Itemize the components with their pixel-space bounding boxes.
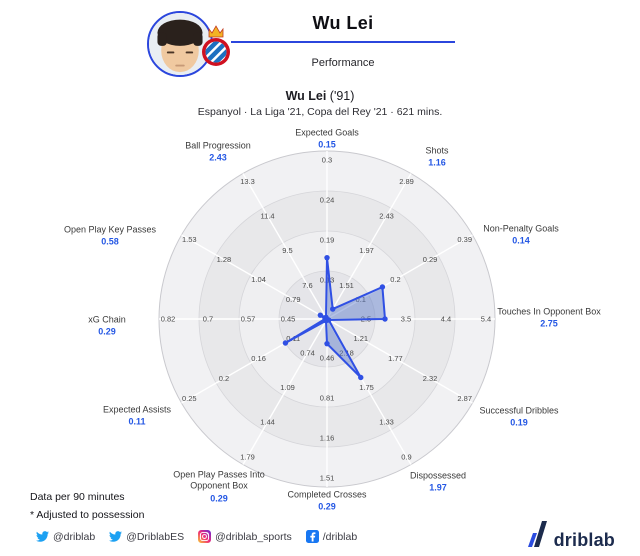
social-facebook-3: /driblab xyxy=(305,530,358,543)
radar-tick-label: 0.7 xyxy=(203,315,213,324)
section-label: Performance xyxy=(311,57,375,69)
twitter-icon xyxy=(109,531,123,542)
radar-tick-label: 1.16 xyxy=(320,434,335,443)
radar-vertex-dots xyxy=(282,254,388,381)
chart-title-name: Wu Lei xyxy=(285,89,327,103)
driblab-logo: driblab xyxy=(526,519,615,549)
radar-spoke xyxy=(326,234,473,320)
social-handle: @DriblabES xyxy=(126,530,185,543)
social-handle: @driblab xyxy=(53,530,96,543)
radar-tick-label: 7.6 xyxy=(302,281,312,290)
radar-tick-label: 0.16 xyxy=(251,354,266,363)
radar-tick-label: 0.74 xyxy=(300,348,315,357)
radar-tick-label: 1.97 xyxy=(359,246,374,255)
radar-spoke xyxy=(242,173,328,320)
radar-tick-label: 0.81 xyxy=(320,394,335,403)
radar-tick-label: 0.1 xyxy=(356,295,366,304)
radar-tick-label: 1.53 xyxy=(182,235,197,244)
radar-vertex-dot xyxy=(379,284,386,290)
radar-tick-label: 1.21 xyxy=(353,334,368,343)
radar-tick-label: 0.3 xyxy=(322,156,332,165)
chart-title-year: ('91) xyxy=(329,89,355,103)
radar-tick-label: 11.4 xyxy=(260,212,274,221)
facebook-icon xyxy=(305,530,319,543)
radar-vertex-dot xyxy=(317,312,324,318)
twitter-icon xyxy=(36,531,49,542)
radar-tick-label: 0.2 xyxy=(219,374,229,383)
radar-tick-label: 0.46 xyxy=(320,354,335,363)
radar-vertex-dot xyxy=(323,314,329,320)
radar-tick-label: 1.33 xyxy=(379,418,394,427)
radar-vertex-dot xyxy=(324,254,330,261)
radar-tick-label: 0.39 xyxy=(457,235,472,244)
player-photo xyxy=(147,11,213,77)
social-handle: /driblab xyxy=(322,530,358,543)
radar-vertex-dot xyxy=(330,306,336,312)
radar-tick-label: 1.51 xyxy=(320,474,335,483)
footnote-adjusted: * Adjusted to possession xyxy=(30,509,145,521)
radar-tick-label: 2.89 xyxy=(399,177,414,186)
radar-tick-labels: 0.130.190.240.31.511.972.432.890.10.20.2… xyxy=(161,156,492,483)
radar-tick-label: 0.2 xyxy=(390,275,400,284)
radar-tick-label: 5.4 xyxy=(481,315,491,324)
radar-spoke xyxy=(326,318,473,404)
footnotes: Data per 90 minutes * Adjusted to posses… xyxy=(30,491,144,521)
radar-tick-label: 0.24 xyxy=(320,196,335,205)
radar-tick-label: 13.3 xyxy=(240,177,255,186)
radar-tick-label: 4.4 xyxy=(441,315,451,324)
social-twitter-0: @driblab xyxy=(36,530,95,543)
radar-tick-label: 1.79 xyxy=(240,452,255,461)
espanyol-crest-icon xyxy=(202,25,230,66)
radar-tick-label: 1.09 xyxy=(280,383,295,392)
radar-vertex-dot xyxy=(324,340,330,347)
radar-tick-label: 0.29 xyxy=(423,255,438,264)
chart-title: Wu Lei ('91) xyxy=(0,89,640,103)
chart-subtitle: Espanyol · La Liga '21, Copa del Rey '21… xyxy=(197,106,443,118)
radar-vertex-dot xyxy=(358,374,364,381)
radar-tick-label: 0.82 xyxy=(161,315,176,324)
radar-tick-label: 2.32 xyxy=(423,374,438,383)
social-instagram-2: @driblab_sports xyxy=(198,530,292,543)
radar-tick-label: 3.5 xyxy=(401,315,411,324)
radar-tick-label: 2.43 xyxy=(379,212,394,221)
footnote-data-per-90: Data per 90 minutes xyxy=(30,491,125,503)
social-links-row: @driblab @DriblabES @driblab_sports/dribla… xyxy=(36,530,357,543)
driblab-logo-text: driblab xyxy=(553,530,615,550)
radar-tick-label: 0.25 xyxy=(182,394,197,403)
radar-tick-label: 0.45 xyxy=(281,315,296,324)
title-underline xyxy=(231,41,455,43)
social-twitter-1: @DriblabES xyxy=(109,530,184,543)
radar-tick-label: 1.77 xyxy=(388,354,403,363)
radar-tick-label: 1.04 xyxy=(251,275,266,284)
radar-tick-label: 1.28 xyxy=(217,255,232,264)
radar-tick-label: 0.9 xyxy=(401,452,411,461)
radar-tick-label: 1.44 xyxy=(260,418,275,427)
radar-spoke xyxy=(242,318,328,465)
radar-spoke xyxy=(326,173,412,320)
radar-tick-label: 0.57 xyxy=(241,315,256,324)
radar-vertex-dot xyxy=(282,340,289,346)
report-title-block: Wu Lei Performance xyxy=(231,13,455,69)
radar-tick-label: 2.87 xyxy=(457,394,472,403)
instagram-icon xyxy=(198,530,212,543)
radar-spoke xyxy=(181,234,328,320)
radar-tick-label: 0.19 xyxy=(320,236,335,245)
radar-tick-label: 9.5 xyxy=(282,246,292,255)
driblab-logo-icon xyxy=(527,521,547,547)
chart-header: Wu Lei ('91) Espanyol · La Liga '21, Cop… xyxy=(0,89,640,118)
player-face-illustration xyxy=(149,13,211,75)
radar-tick-label: 1.51 xyxy=(339,281,354,290)
player-name-title: Wu Lei xyxy=(312,13,374,33)
radar-tick-label: 0.79 xyxy=(286,295,301,304)
radar-vertex-dot xyxy=(382,316,388,322)
radar-tick-label: 1.75 xyxy=(359,383,374,392)
social-handle: @driblab_sports xyxy=(215,530,292,543)
